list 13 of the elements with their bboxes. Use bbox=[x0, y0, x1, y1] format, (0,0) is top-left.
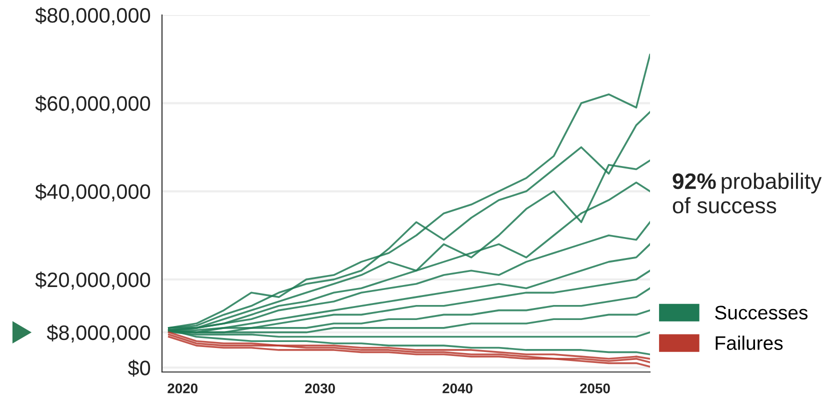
y-tick-label: $8,000,000 bbox=[46, 324, 150, 343]
y-tick-label: $40,000,000 bbox=[35, 183, 150, 202]
legend-label: Successes bbox=[715, 306, 808, 320]
y-tick-label: $0 bbox=[128, 360, 150, 377]
x-tick-label: 2030 bbox=[305, 383, 335, 394]
x-tick-label: 2020 bbox=[168, 383, 198, 394]
x-tick-label: 2050 bbox=[580, 383, 610, 394]
y-tick-label: $80,000,000 bbox=[35, 7, 150, 26]
x-tick-label: 2040 bbox=[442, 383, 472, 394]
text: 92% probability of success bbox=[672, 172, 822, 214]
y-tick-label: $20,000,000 bbox=[35, 272, 150, 290]
legend-label: Failures bbox=[716, 336, 783, 350]
y-tick-label: $60,000,000 bbox=[35, 95, 150, 114]
